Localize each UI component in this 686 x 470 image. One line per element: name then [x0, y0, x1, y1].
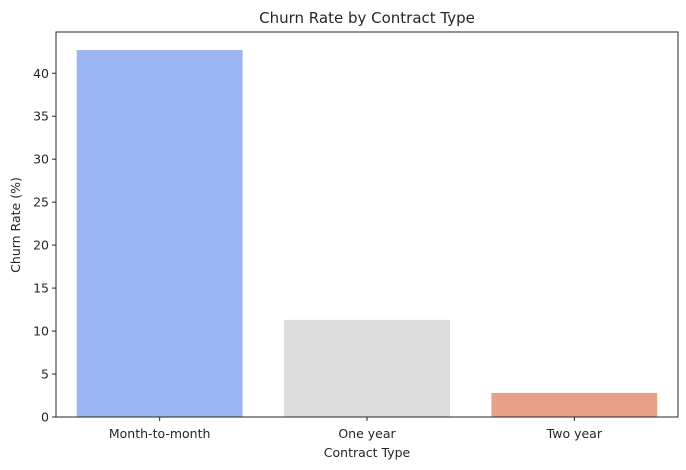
y-tick-label: 5 — [41, 367, 49, 382]
x-tick-label: Month-to-month — [109, 426, 211, 441]
x-tick-label: One year — [338, 426, 396, 441]
y-tick-label: 40 — [33, 66, 49, 81]
bar-two-year — [491, 392, 658, 417]
chart-title: Churn Rate by Contract Type — [259, 9, 475, 27]
y-tick-label: 20 — [33, 238, 49, 253]
bar-month-to-month — [76, 50, 243, 417]
y-tick-label: 30 — [33, 152, 49, 167]
plot-frame — [55, 31, 679, 418]
y-tick-label: 35 — [33, 109, 49, 124]
y-tick-label: 25 — [33, 195, 49, 210]
plot-area: Month-to-month One year Two year 0 5 10 15 20 25… — [33, 31, 679, 441]
x-tick-label: Two year — [546, 426, 603, 441]
y-axis-title: Churn Rate (%) — [8, 177, 23, 273]
bar-one-year — [284, 319, 450, 417]
y-tick-label: 0 — [41, 410, 49, 425]
x-axis-title: Contract Type — [324, 445, 411, 460]
y-tick-label: 10 — [33, 324, 49, 339]
y-tick-label: 15 — [33, 281, 49, 296]
